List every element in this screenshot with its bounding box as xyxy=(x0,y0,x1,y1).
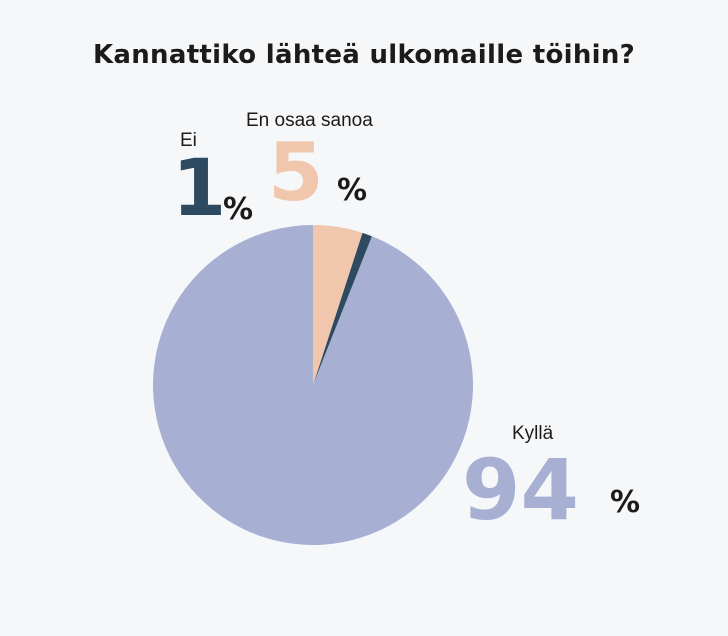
slice-label-kylla: Kyllä xyxy=(512,423,554,444)
slice-label-ei: Ei xyxy=(180,130,197,151)
slice-value-ei: 1 xyxy=(172,144,227,234)
chart-title: Kannattiko lähteä ulkomaille töihin? xyxy=(92,40,636,70)
pie-slice-kylla xyxy=(153,225,474,545)
slice-value-en-osaa-sanoa: 5 xyxy=(268,126,324,219)
slice-percent-sign-kylla: % xyxy=(610,485,641,520)
pie-slice-ei xyxy=(313,232,372,385)
slice-percent-sign-ei: % xyxy=(223,192,254,227)
slice-value-kylla: 94 xyxy=(462,441,579,539)
slice-label-en-osaa-sanoa: En osaa sanoa xyxy=(246,110,373,131)
slice-percent-sign-en-osaa-sanoa: % xyxy=(337,173,368,208)
pie-slice-en-osaa-sanoa xyxy=(313,225,363,385)
